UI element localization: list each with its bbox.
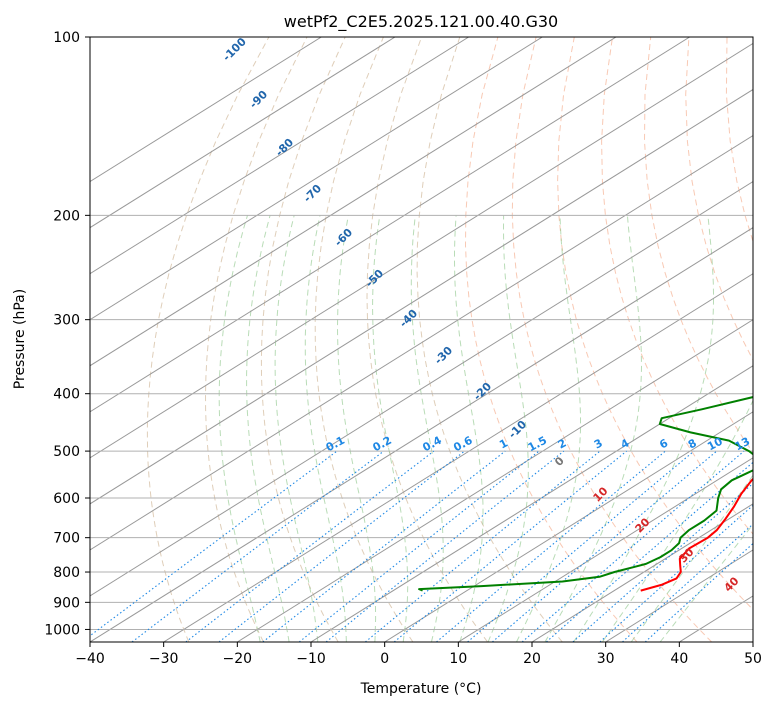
isotherm-line xyxy=(90,37,322,183)
moist-adiabat xyxy=(336,215,377,642)
x-tick-label: −40 xyxy=(75,651,105,667)
y-tick-label: 300 xyxy=(53,313,80,329)
moist-adiabat xyxy=(410,215,444,642)
moist-adiabat xyxy=(573,215,714,642)
moist-adiabat xyxy=(454,215,484,642)
moist-adiabat xyxy=(601,399,753,642)
dry-adiabat xyxy=(204,37,308,642)
moist-adiabat xyxy=(487,215,529,642)
dry-adiabat xyxy=(601,37,753,535)
y-tick-label: 700 xyxy=(53,531,80,547)
moist-adiabat xyxy=(544,215,643,642)
x-tick-label: 20 xyxy=(523,651,541,667)
isotherm-line xyxy=(752,641,753,642)
x-tick-label: 50 xyxy=(744,651,762,667)
temperature-line xyxy=(640,477,753,592)
dry-adiabat xyxy=(146,37,270,642)
series-layer xyxy=(418,396,753,592)
mixing-ratio-line xyxy=(325,450,565,642)
moist-adiabat xyxy=(274,215,319,642)
x-tick-label: −30 xyxy=(149,651,179,667)
mixing-ratio-line xyxy=(393,450,627,642)
isotherm-line xyxy=(531,503,753,642)
mixing-ratio-line xyxy=(218,450,465,642)
y-axis: 100 200 300 400 500 600 700 800 900 1000 xyxy=(44,30,90,638)
moist-adiabat xyxy=(630,474,753,642)
moist-adiabat xyxy=(372,215,409,642)
dry-adiabat xyxy=(366,37,489,642)
x-tick-label: −20 xyxy=(223,651,253,667)
isotherm-line xyxy=(310,365,753,642)
dry-adiabat xyxy=(557,37,753,611)
mixing-ratio-line xyxy=(491,450,718,642)
moist-adiabat xyxy=(304,215,347,642)
mixing-ratio-line xyxy=(298,450,540,642)
plot-frame xyxy=(89,36,754,643)
mixing-ratio-line xyxy=(599,504,753,642)
mixing-ratio-line xyxy=(467,450,695,642)
x-tick-label: 40 xyxy=(670,651,688,667)
isotherm-line xyxy=(90,180,753,597)
isotherm-line xyxy=(90,37,469,275)
isotherm-line xyxy=(90,37,617,367)
y-tick-label: 100 xyxy=(53,30,80,46)
isotherm-line xyxy=(90,88,753,505)
x-tick-label: −10 xyxy=(296,651,326,667)
dry-adiabat xyxy=(260,37,346,642)
moist-adiabat xyxy=(218,215,261,642)
x-tick-label: 30 xyxy=(597,651,615,667)
moist-adiabat xyxy=(246,215,290,642)
isotherm-line xyxy=(163,273,753,642)
isotherm-line xyxy=(458,457,753,642)
plot-background xyxy=(90,37,753,642)
isotherm-line xyxy=(237,319,753,642)
moist-adiabat xyxy=(516,215,581,642)
mixing-ratio-line xyxy=(131,450,385,642)
mixing-ratio-line xyxy=(436,450,666,642)
isotherm-line xyxy=(90,227,753,642)
x-axis-label: Temperature (°C) xyxy=(360,681,482,697)
y-tick-label: 600 xyxy=(53,491,80,507)
x-axis: −40 −30 −20 −10 0 10 20 30 40 50 xyxy=(75,642,762,667)
mixing-ratio-line xyxy=(545,461,753,642)
plot-area xyxy=(90,37,753,642)
isotherm-line xyxy=(90,37,396,229)
y-tick-label: 1000 xyxy=(44,622,80,638)
x-tick-label: 10 xyxy=(449,651,467,667)
y-tick-label: 900 xyxy=(53,595,80,611)
y-tick-label: 400 xyxy=(53,387,80,403)
isotherm-line xyxy=(384,411,753,642)
isotherm-line xyxy=(90,37,690,413)
y-tick-label: 200 xyxy=(53,208,80,224)
dry-adiabat xyxy=(765,37,775,642)
dewpoint-line xyxy=(418,396,753,592)
y-tick-label: 800 xyxy=(53,565,80,581)
chart-title: wetPf2_C2E5.2025.121.00.40.G30 xyxy=(284,12,558,32)
y-tick-label: 500 xyxy=(53,444,80,460)
grid-lines xyxy=(90,37,775,642)
x-tick-label: 0 xyxy=(380,651,389,667)
isotherm-line xyxy=(90,37,543,321)
dry-adiabat xyxy=(685,37,753,361)
mixing-ratio-line xyxy=(364,450,601,642)
dry-adiabat xyxy=(416,37,563,642)
dry-adiabat xyxy=(464,37,638,642)
isotherm-line xyxy=(90,42,753,459)
y-axis-label: Pressure (hPa) xyxy=(12,289,28,389)
mixing-ratio-label: 10 xyxy=(705,435,725,454)
isotherm-line xyxy=(90,134,753,551)
mixing-ratio-line xyxy=(622,523,753,642)
mixing-ratio-label: 13 xyxy=(733,435,753,454)
